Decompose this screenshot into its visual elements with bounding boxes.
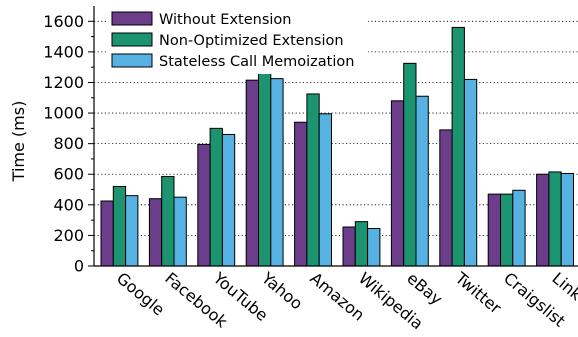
- bar-linkedin-1: [536, 173, 550, 267]
- bar-twitter-3: [463, 78, 478, 267]
- bar-youtube-3: [221, 133, 236, 267]
- bar-youtube-1: [197, 143, 211, 267]
- legend-label: Non-Optimized Extension: [159, 33, 344, 49]
- bar-linkedin-3: [560, 172, 575, 267]
- bar-google-2: [112, 185, 127, 267]
- x-tick-label: eBay: [403, 269, 446, 309]
- bar-craigslist-3: [512, 189, 526, 267]
- y-tick-label: 400: [53, 195, 84, 214]
- bar-ebay-3: [415, 95, 429, 267]
- legend-swatch: [111, 11, 153, 26]
- y-tick-label: 1000: [43, 104, 84, 123]
- bar-yahoo-2: [258, 72, 272, 267]
- bar-ebay-1: [390, 100, 405, 267]
- bar-craigslist-1: [487, 193, 502, 267]
- y-tick-label: 800: [53, 134, 84, 153]
- bar-linkedin-2: [548, 171, 562, 267]
- bar-craigslist-2: [500, 193, 514, 267]
- axes: [88, 6, 578, 267]
- legend-label: Stateless Call Memoization: [159, 54, 354, 70]
- bar-wikipedia-1: [342, 226, 356, 267]
- y-tick-labels: 0 200 400 600 800 1000 1200 1400 1600: [43, 12, 84, 276]
- bar-twitter-2: [451, 26, 465, 267]
- bar-google-1: [100, 200, 114, 267]
- bar-amazon-2: [306, 93, 320, 267]
- y-tick-label: 1200: [43, 73, 84, 92]
- legend-swatch: [111, 53, 153, 68]
- bar-facebook-3: [173, 196, 187, 267]
- bar-amazon-3: [318, 113, 333, 267]
- x-tick-label: Google: [113, 269, 168, 320]
- y-tick-label: 600: [53, 165, 84, 184]
- bar-wikipedia-3: [367, 228, 381, 267]
- y-tick-label: 1600: [43, 12, 84, 31]
- bar-google-3: [125, 195, 139, 267]
- y-tick-label: 1400: [43, 42, 84, 61]
- bar-twitter-1: [439, 129, 453, 267]
- bar-yahoo-1: [245, 79, 259, 267]
- bar-amazon-1: [294, 121, 308, 267]
- legend: Without Extension Non-Optimized Extension…: [108, 6, 368, 74]
- bars: [100, 26, 575, 267]
- y-axis-title: Time (ms): [9, 101, 28, 183]
- bar-ebay-2: [403, 62, 417, 267]
- bar-yahoo-3: [270, 78, 284, 267]
- y-tick-label: 0: [74, 257, 84, 276]
- y-tick-label: 200: [53, 226, 84, 245]
- bar-wikipedia-2: [354, 221, 369, 267]
- x-tick-label: Twitter: [451, 268, 505, 318]
- bar-facebook-2: [161, 176, 175, 267]
- legend-label: Without Extension: [159, 12, 291, 28]
- bar-youtube-2: [209, 127, 223, 267]
- bar-facebook-1: [148, 198, 163, 267]
- legend-swatch: [111, 32, 153, 47]
